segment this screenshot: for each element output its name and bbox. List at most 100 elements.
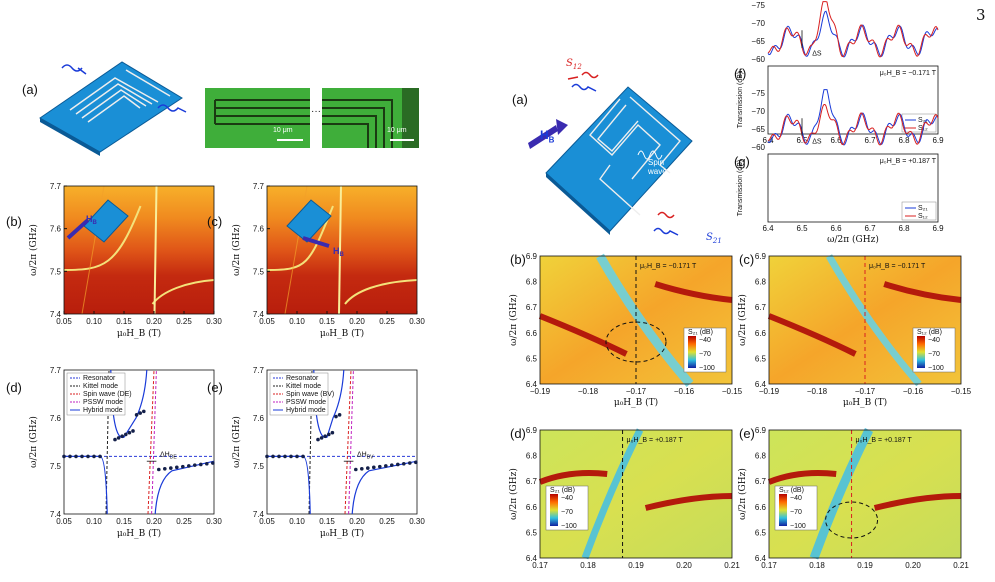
panel-label: (b) xyxy=(6,214,22,229)
tick-label: 7.4 xyxy=(50,510,62,519)
colorbar-tick: −40 xyxy=(928,337,940,344)
tick-label: 0.10 xyxy=(289,517,305,526)
device-inset-icon xyxy=(83,199,129,243)
field-label: HB xyxy=(333,246,345,258)
tick-label: 6.4 xyxy=(755,380,767,389)
tick-label: 0.20 xyxy=(905,561,921,570)
resonator-band xyxy=(538,313,628,357)
pssw-line xyxy=(151,369,157,515)
tick-label: 6.8 xyxy=(755,278,767,287)
spin-wave-label: Spin wave xyxy=(648,158,667,176)
tick-label: 6.9 xyxy=(932,224,944,233)
x-axis-label: ω/2π (GHz) xyxy=(827,234,879,245)
data-point xyxy=(199,462,203,467)
data-point xyxy=(283,454,287,459)
data-point xyxy=(169,466,173,470)
tick-label: 6.8 xyxy=(526,278,538,287)
heatmap-background xyxy=(64,186,214,314)
tick-label: 0.19 xyxy=(857,561,873,570)
colorbar-tick: −100 xyxy=(699,365,715,372)
tick-label: −0.15 xyxy=(722,387,743,396)
tick-label: 0.21 xyxy=(953,561,969,570)
tick-label: 7.4 xyxy=(253,510,265,519)
legend-entry: PSSW mode xyxy=(286,399,326,406)
tick-label: −60 xyxy=(751,143,765,152)
tick-label: 6.8 xyxy=(898,224,910,233)
colorbar-tick: −70 xyxy=(699,351,711,358)
left-panel-a-label: (a) xyxy=(22,82,38,97)
x-axis-label: μ₀H_B (T) xyxy=(320,328,364,339)
x-axis-label: μ₀H_B (T) xyxy=(614,397,658,408)
s21-label: S21 xyxy=(706,232,722,245)
resonator-band xyxy=(767,470,837,485)
data-point xyxy=(390,463,394,467)
tick-label: 0.20 xyxy=(676,561,692,570)
legend-entry: Kittel mode xyxy=(83,383,118,390)
field-value: μ₀H_B = +0.187 T xyxy=(856,437,913,444)
tick-label: 0.15 xyxy=(319,517,335,526)
tick-label: 7.4 xyxy=(50,310,62,319)
tick-label: 6.5 xyxy=(796,224,808,233)
tick-label: 0.18 xyxy=(580,561,596,570)
tick-label: −0.18 xyxy=(807,387,828,396)
spin-wave-band xyxy=(825,254,922,387)
legend-entry: S₂₁ xyxy=(918,117,928,124)
data-point xyxy=(295,454,299,459)
spectral-map-c: μ₀H_B = −0.171 T S₁₂ (dB)−40 −70 −100 6.4 6.5… xyxy=(737,252,972,408)
tick-label: −0.19 xyxy=(530,387,551,396)
scalebar-label-2: 10 μm xyxy=(387,127,407,134)
field-value: μ₀H_B = −0.171 T xyxy=(869,263,926,270)
tick-label: 6.5 xyxy=(755,354,767,363)
panel-label: (f) xyxy=(734,66,747,81)
data-point xyxy=(116,436,121,440)
tick-label: 6.9 xyxy=(755,426,767,435)
tick-label: 0.05 xyxy=(259,517,275,526)
tick-label: 0.05 xyxy=(56,517,72,526)
tick-label: 7.5 xyxy=(50,462,62,471)
field-value: μ₀H_B = +0.187 T xyxy=(627,437,684,444)
legend-entry: S₂₁ xyxy=(918,205,928,212)
data-point xyxy=(366,466,370,470)
data-point xyxy=(127,430,132,435)
tick-label: 7.5 xyxy=(253,267,265,276)
tick-label: −75 xyxy=(751,1,765,10)
tick-label: 0.25 xyxy=(379,517,395,526)
tick-label: 6.6 xyxy=(755,329,767,338)
tick-label: 7.5 xyxy=(253,462,265,471)
anticrossing-circle xyxy=(605,321,667,363)
tick-label: 6.4 xyxy=(526,380,538,389)
data-point xyxy=(157,467,161,472)
data-point xyxy=(205,461,209,466)
legend-entry: Hybrid mode xyxy=(83,407,123,414)
data-point xyxy=(124,432,128,437)
wave-out-icon xyxy=(157,104,187,113)
colorbar-tick: −100 xyxy=(561,523,577,530)
tick-label: 6.6 xyxy=(526,329,538,338)
field-value: μ₀H_B = −0.171 T xyxy=(640,263,697,270)
data-point xyxy=(327,432,331,437)
delta-s-label: ΔS xyxy=(812,50,822,57)
data-point xyxy=(414,460,418,465)
spin-wave-band xyxy=(809,427,874,560)
legend-entry: Resonator xyxy=(83,375,116,382)
data-point xyxy=(134,413,139,417)
tick-label: 0.15 xyxy=(116,517,132,526)
tick-label: 7.6 xyxy=(253,225,265,234)
scalebar-label-1: 10 μm xyxy=(273,127,293,134)
y-axis-label: ω/2π (GHz) xyxy=(231,416,242,468)
tick-label: 7.5 xyxy=(50,267,62,276)
right-panel-a-label: (a) xyxy=(512,92,528,107)
data-point xyxy=(319,436,324,440)
spin-wave-line xyxy=(153,185,158,315)
data-point xyxy=(187,464,191,468)
tick-label: 0.30 xyxy=(409,517,425,526)
right-device-schematic xyxy=(528,71,693,236)
transmission-trace xyxy=(767,104,939,146)
tick-label: 0.20 xyxy=(349,317,365,326)
tick-label: 0.20 xyxy=(349,517,365,526)
data-point xyxy=(86,454,90,459)
tick-label: 0.10 xyxy=(289,317,305,326)
tick-label: 6.9 xyxy=(755,252,767,261)
colorbar-label: S₂₁ (dB) xyxy=(550,487,575,494)
